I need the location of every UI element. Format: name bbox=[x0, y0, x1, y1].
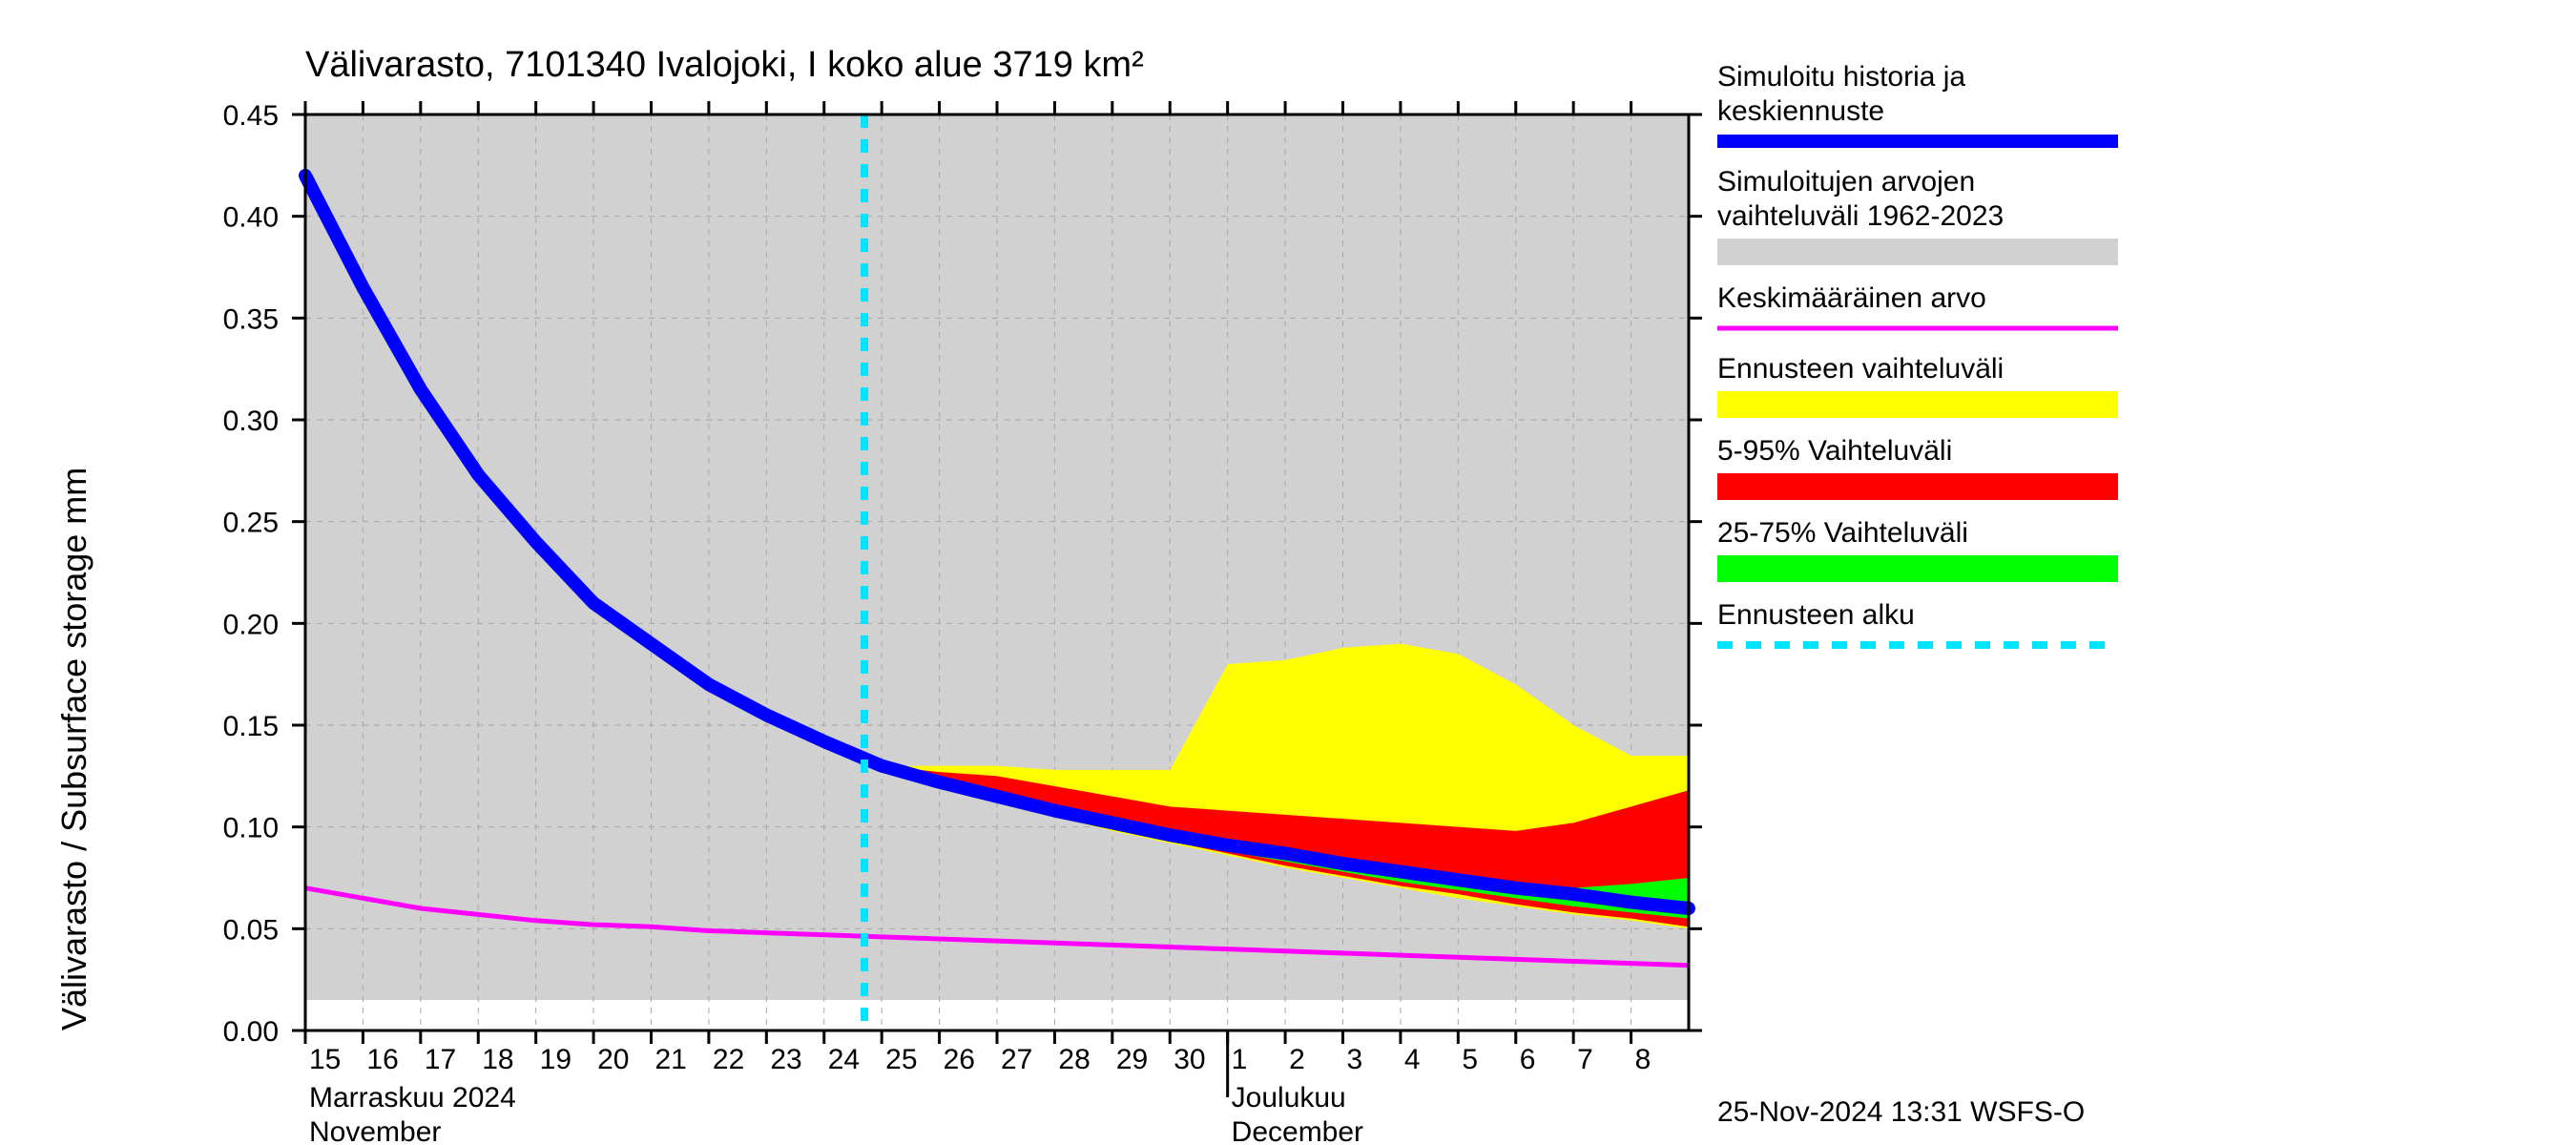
xtick-label: 22 bbox=[713, 1044, 744, 1075]
ytick-label: 0.35 bbox=[223, 303, 279, 335]
legend-label: 5-95% Vaihteluväli bbox=[1717, 435, 1952, 467]
month2-en: December bbox=[1232, 1116, 1363, 1145]
legend-label: keskiennuste bbox=[1717, 95, 1884, 127]
xtick-label: 16 bbox=[366, 1044, 398, 1075]
month2-fi: Joulukuu bbox=[1232, 1082, 1346, 1114]
xtick-label: 6 bbox=[1520, 1044, 1536, 1075]
ytick-label: 0.30 bbox=[223, 406, 279, 437]
y-axis-label: Välivarasto / Subsurface storage mm bbox=[54, 468, 93, 1030]
ytick-label: 0.10 bbox=[223, 813, 279, 844]
ytick-label: 0.40 bbox=[223, 202, 279, 234]
ytick-label: 0.45 bbox=[223, 100, 279, 132]
xtick-label: 29 bbox=[1116, 1044, 1148, 1075]
month1-fi: Marraskuu 2024 bbox=[309, 1082, 516, 1114]
month1-en: November bbox=[309, 1116, 441, 1145]
chart-container: 0.00 0.05 0.10 0.15 0.20 0.25 0.30 0.35 0.40 0.45… bbox=[0, 0, 2576, 1145]
xtick-label: 30 bbox=[1174, 1044, 1205, 1075]
xtick-label: 21 bbox=[655, 1044, 687, 1075]
legend-swatch bbox=[1717, 391, 2118, 418]
legend-label: Ennusteen alku bbox=[1717, 599, 1915, 631]
xtick-label: 2 bbox=[1289, 1044, 1305, 1075]
xtick-label: 18 bbox=[482, 1044, 513, 1075]
xtick-label: 23 bbox=[770, 1044, 801, 1075]
footer-timestamp: 25-Nov-2024 13:31 WSFS-O bbox=[1717, 1096, 2085, 1128]
ytick-label: 0.00 bbox=[223, 1016, 279, 1048]
xtick-label: 25 bbox=[885, 1044, 917, 1075]
legend-swatch bbox=[1717, 239, 2118, 265]
xtick-label: 24 bbox=[828, 1044, 860, 1075]
xtick-label: 20 bbox=[597, 1044, 629, 1075]
legend-label: Ennusteen vaihteluväli bbox=[1717, 353, 2004, 385]
chart-title: Välivarasto, 7101340 Ivalojoki, I koko a… bbox=[305, 45, 1144, 85]
legend-label: Simuloitujen arvojen bbox=[1717, 166, 1975, 198]
xtick-label: 17 bbox=[425, 1044, 456, 1075]
xtick-label: 5 bbox=[1462, 1044, 1478, 1075]
ytick-label: 0.20 bbox=[223, 609, 279, 640]
legend-swatch bbox=[1717, 555, 2118, 582]
chart-svg: 0.00 0.05 0.10 0.15 0.20 0.25 0.30 0.35 0.40 0.45… bbox=[0, 0, 2576, 1145]
ytick-label: 0.15 bbox=[223, 711, 279, 742]
legend-label: 25-75% Vaihteluväli bbox=[1717, 517, 1968, 549]
legend-label: Keskimääräinen arvo bbox=[1717, 282, 1986, 314]
legend-label: vaihteluväli 1962-2023 bbox=[1717, 200, 2004, 232]
ytick-label: 0.25 bbox=[223, 508, 279, 539]
xtick-label: 19 bbox=[540, 1044, 571, 1075]
xtick-label: 27 bbox=[1001, 1044, 1032, 1075]
xtick-label: 28 bbox=[1058, 1044, 1090, 1075]
xtick-label: 8 bbox=[1635, 1044, 1652, 1075]
xtick-label: 15 bbox=[309, 1044, 341, 1075]
xtick-label: 1 bbox=[1232, 1044, 1248, 1075]
xtick-label: 4 bbox=[1404, 1044, 1421, 1075]
legend-swatch bbox=[1717, 473, 2118, 500]
xtick-label: 7 bbox=[1577, 1044, 1593, 1075]
ytick-label: 0.05 bbox=[223, 914, 279, 946]
xtick-label: 3 bbox=[1347, 1044, 1363, 1075]
xtick-label: 26 bbox=[944, 1044, 975, 1075]
legend-label: Simuloitu historia ja bbox=[1717, 61, 1965, 93]
